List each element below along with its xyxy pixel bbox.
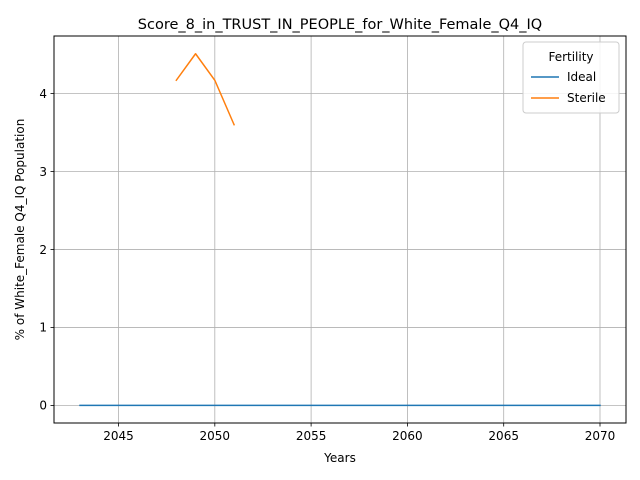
y-tick-label: 0 — [39, 399, 47, 413]
chart-title: Score_8_in_TRUST_IN_PEOPLE_for_White_Fem… — [138, 17, 542, 33]
y-tick-label: 2 — [39, 243, 47, 257]
y-tick-label: 3 — [39, 165, 47, 179]
x-tick-label: 2060 — [392, 429, 423, 443]
x-axis-label: Years — [323, 451, 356, 465]
x-tick-label: 2065 — [488, 429, 519, 443]
y-tick-label: 1 — [39, 321, 47, 335]
x-tick-label: 2050 — [200, 429, 231, 443]
legend-title: Fertility — [548, 50, 593, 64]
x-axis-ticks: 2045 2050 2055 2060 2065 2070 — [103, 423, 615, 443]
x-tick-label: 2070 — [585, 429, 616, 443]
legend-label-ideal: Ideal — [567, 70, 596, 84]
plot-frame — [53, 35, 627, 424]
legend-label-sterile: Sterile — [567, 91, 606, 105]
legend: Fertility Ideal Sterile — [522, 41, 620, 114]
x-tick-label: 2055 — [296, 429, 327, 443]
y-tick-label: 4 — [39, 87, 47, 101]
x-tick-label: 2045 — [103, 429, 134, 443]
legend-box — [522, 41, 620, 114]
y-axis-ticks: 0 1 2 3 4 — [39, 87, 54, 413]
series-lines — [79, 53, 601, 407]
y-axis-label: % of White_Female Q4_IQ Population — [13, 119, 27, 341]
series-line-sterile — [175, 53, 236, 126]
